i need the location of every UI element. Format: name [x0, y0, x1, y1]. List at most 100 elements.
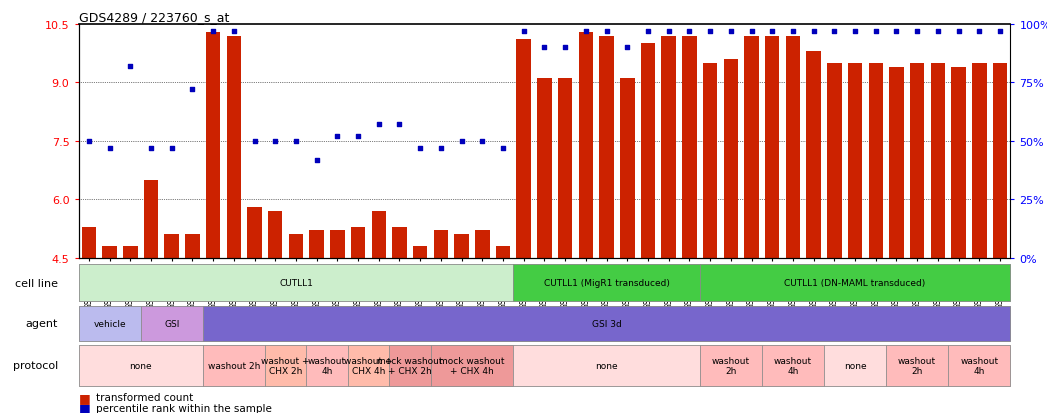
Bar — [744, 36, 759, 258]
Point — [951, 28, 967, 35]
FancyBboxPatch shape — [140, 306, 203, 341]
Point — [743, 28, 760, 35]
Bar — [993, 64, 1007, 258]
Point — [371, 122, 387, 128]
Point — [764, 28, 781, 35]
Text: vehicle: vehicle — [93, 319, 126, 328]
Bar — [558, 79, 573, 258]
Point — [701, 28, 718, 35]
Point — [81, 138, 97, 145]
Point — [598, 28, 615, 35]
FancyBboxPatch shape — [348, 345, 389, 386]
Point — [847, 28, 864, 35]
Text: GDS4289 / 223760_s_at: GDS4289 / 223760_s_at — [79, 11, 229, 24]
Bar — [247, 208, 262, 258]
Bar — [723, 60, 738, 258]
Text: washout +
CHX 4h: washout + CHX 4h — [344, 356, 393, 375]
Point — [578, 28, 595, 35]
Point — [205, 28, 222, 35]
Point — [557, 45, 574, 52]
Text: CUTLL1 (DN-MAML transduced): CUTLL1 (DN-MAML transduced) — [784, 278, 926, 287]
Point — [308, 157, 325, 164]
FancyBboxPatch shape — [824, 345, 886, 386]
Bar — [351, 227, 365, 258]
Point — [536, 45, 553, 52]
Point — [909, 28, 926, 35]
Text: washout
4h: washout 4h — [774, 356, 812, 375]
Bar — [475, 231, 490, 258]
Bar — [124, 247, 137, 258]
Point — [432, 145, 449, 152]
Bar — [972, 64, 986, 258]
Point — [142, 145, 159, 152]
Text: percentile rank within the sample: percentile rank within the sample — [96, 403, 272, 413]
Bar — [806, 52, 821, 258]
Text: washout
4h: washout 4h — [960, 356, 999, 375]
Point — [681, 28, 697, 35]
Text: washout
4h: washout 4h — [308, 356, 347, 375]
Bar — [433, 231, 448, 258]
Point — [888, 28, 905, 35]
Point — [102, 145, 118, 152]
Point — [784, 28, 801, 35]
Bar — [454, 235, 469, 258]
Point — [619, 45, 636, 52]
Bar — [869, 64, 883, 258]
FancyBboxPatch shape — [203, 306, 1010, 341]
Text: GSI 3d: GSI 3d — [592, 319, 622, 328]
Point — [515, 28, 532, 35]
FancyBboxPatch shape — [265, 345, 307, 386]
Bar — [662, 36, 676, 258]
Text: agent: agent — [25, 318, 58, 329]
Point — [267, 138, 284, 145]
FancyBboxPatch shape — [513, 264, 699, 301]
Bar — [103, 247, 117, 258]
Bar — [226, 36, 241, 258]
Point — [392, 122, 408, 128]
Bar — [952, 68, 965, 258]
Text: cell line: cell line — [15, 278, 58, 288]
Text: washout
2h: washout 2h — [712, 356, 750, 375]
Point — [971, 28, 987, 35]
Text: ■: ■ — [79, 401, 90, 413]
Bar — [599, 36, 614, 258]
Text: none: none — [130, 361, 152, 370]
Bar — [620, 79, 634, 258]
Point — [163, 145, 180, 152]
Text: ■: ■ — [79, 391, 90, 404]
FancyBboxPatch shape — [79, 306, 140, 341]
Bar — [82, 227, 96, 258]
Text: washout +
CHX 2h: washout + CHX 2h — [262, 356, 310, 375]
Point — [288, 138, 305, 145]
FancyBboxPatch shape — [430, 345, 513, 386]
FancyBboxPatch shape — [307, 345, 348, 386]
Text: transformed count: transformed count — [96, 392, 194, 402]
Text: protocol: protocol — [13, 361, 58, 370]
Bar — [785, 36, 800, 258]
Bar — [268, 211, 283, 258]
Point — [930, 28, 946, 35]
Point — [329, 133, 346, 140]
Bar — [537, 79, 552, 258]
Text: CUTLL1 (MigR1 transduced): CUTLL1 (MigR1 transduced) — [543, 278, 669, 287]
Point — [805, 28, 822, 35]
Bar — [496, 247, 510, 258]
Bar — [579, 33, 593, 258]
FancyBboxPatch shape — [699, 264, 1010, 301]
FancyBboxPatch shape — [79, 345, 203, 386]
Bar — [372, 211, 386, 258]
FancyBboxPatch shape — [886, 345, 949, 386]
Bar — [206, 33, 220, 258]
Point — [867, 28, 884, 35]
Point — [474, 138, 491, 145]
Text: washout
2h: washout 2h — [898, 356, 936, 375]
FancyBboxPatch shape — [389, 345, 430, 386]
Bar — [848, 64, 863, 258]
Bar — [641, 44, 655, 258]
FancyBboxPatch shape — [79, 264, 513, 301]
Text: none: none — [844, 361, 866, 370]
Text: mock washout
+ CHX 4h: mock washout + CHX 4h — [439, 356, 505, 375]
FancyBboxPatch shape — [699, 345, 762, 386]
Bar — [910, 64, 925, 258]
Text: GSI: GSI — [164, 319, 179, 328]
